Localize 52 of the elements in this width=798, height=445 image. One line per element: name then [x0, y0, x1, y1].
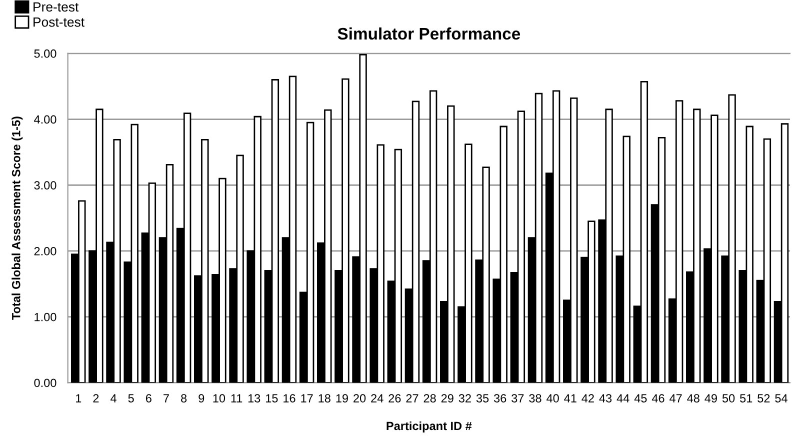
x-tick-label: 47	[670, 394, 682, 402]
x-tick-label: 49	[704, 394, 717, 402]
x-tick-label: 54	[775, 394, 788, 402]
x-tick-label: 50	[722, 394, 735, 402]
x-tick-label: 11	[231, 394, 242, 402]
x-tick-label: 8	[181, 394, 187, 402]
legend-label: Post-test	[34, 18, 84, 27]
x-tick-label: 19	[336, 394, 348, 402]
x-tick-label: 40	[546, 394, 559, 402]
x-tick-label: 18	[318, 394, 330, 402]
x-tick-label: 44	[616, 394, 630, 402]
chart-title: Simulator Performance	[338, 27, 520, 40]
x-tick-label: 38	[529, 394, 542, 402]
x-tick-label: 2	[93, 394, 99, 402]
legend-label: Pre-test	[34, 2, 79, 12]
x-tick-label: 16	[284, 394, 296, 402]
x-tick-label: 9	[198, 394, 204, 402]
x-tick-label: 20	[354, 394, 366, 402]
x-tick-label: 7	[164, 394, 169, 402]
x-tick-label: 32	[458, 394, 471, 402]
x-tick-label: 48	[687, 394, 700, 402]
x-tick-label: 52	[758, 394, 770, 402]
x-tick-label: 41	[564, 394, 576, 402]
x-tick-label: 43	[599, 394, 612, 402]
y-tick-label: 2.00	[34, 247, 56, 256]
y-tick-label: 3.00	[34, 181, 56, 190]
x-tick-label: 35	[476, 394, 489, 402]
x-tick-label: 37	[512, 394, 524, 402]
x-tick-label: 27	[406, 394, 418, 402]
x-tick-label: 1	[76, 394, 82, 402]
x-tick-label: 42	[582, 394, 594, 402]
x-tick-label: 15	[266, 394, 278, 402]
x-tick-label: 10	[213, 394, 226, 402]
x-tick-label: 26	[388, 394, 401, 402]
x-tick-label: 5	[128, 394, 134, 402]
x-tick-label: 24	[371, 394, 384, 402]
x-axis-title: Participant ID #	[386, 421, 472, 432]
y-axis-title: Total Global Assessment Score (1-5)	[12, 116, 23, 320]
y-tick-label: 0.00	[34, 378, 56, 388]
x-tick-label: 4	[110, 394, 116, 402]
x-tick-label: 6	[146, 394, 152, 402]
x-tick-label: 28	[424, 394, 436, 402]
y-tick-label: 4.00	[34, 115, 56, 124]
x-tick-label: 13	[248, 394, 260, 402]
x-tick-label: 51	[740, 394, 752, 402]
x-tick-label: 36	[494, 394, 506, 402]
x-tick-label: 17	[301, 394, 313, 402]
x-tick-label: 46	[652, 394, 664, 402]
y-tick-label: 1.00	[34, 312, 56, 322]
y-tick-label: 5.00	[34, 49, 56, 58]
x-tick-label: 29	[441, 394, 454, 402]
x-tick-label: 45	[634, 394, 647, 402]
